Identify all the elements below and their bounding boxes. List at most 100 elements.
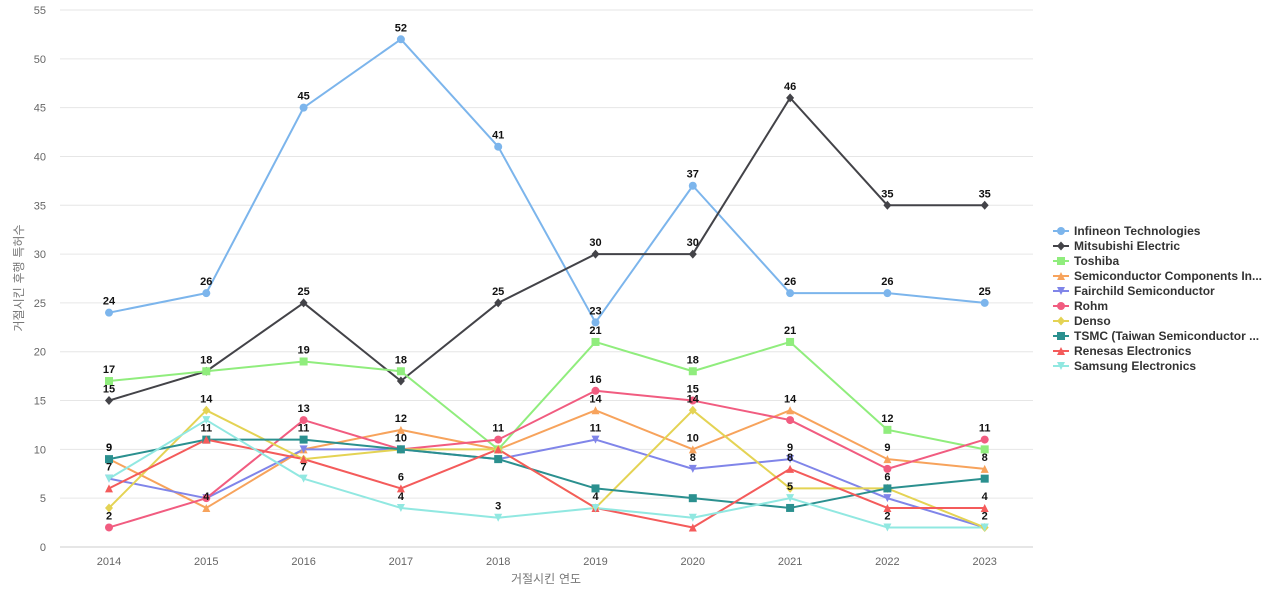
data-point[interactable] <box>396 35 405 44</box>
data-point[interactable] <box>786 483 795 493</box>
data-point[interactable] <box>786 503 795 512</box>
data-point[interactable] <box>105 377 113 386</box>
legend-item[interactable]: Denso <box>1053 314 1111 328</box>
data-point[interactable] <box>299 445 308 454</box>
data-point[interactable] <box>202 503 211 512</box>
legend-item[interactable]: Renesas Electronics <box>1053 344 1192 358</box>
data-point[interactable] <box>883 494 892 503</box>
data-point[interactable] <box>786 406 795 415</box>
data-point[interactable] <box>980 523 989 532</box>
data-point[interactable] <box>299 435 308 444</box>
data-point[interactable] <box>202 367 211 376</box>
data-point[interactable] <box>494 445 503 454</box>
legend-marker[interactable] <box>1057 257 1065 265</box>
data-point[interactable] <box>396 484 405 493</box>
data-point[interactable] <box>202 416 211 425</box>
data-point[interactable] <box>688 396 697 405</box>
data-point[interactable] <box>202 405 211 415</box>
data-point[interactable] <box>883 200 892 210</box>
data-point[interactable] <box>980 464 989 473</box>
data-point[interactable] <box>786 416 795 425</box>
data-point[interactable] <box>688 367 697 376</box>
data-point[interactable] <box>105 484 113 493</box>
data-point[interactable] <box>202 435 211 444</box>
data-point[interactable] <box>591 249 600 259</box>
data-point[interactable] <box>786 93 795 103</box>
data-point[interactable] <box>105 523 113 532</box>
data-point[interactable] <box>591 435 600 444</box>
data-point[interactable] <box>494 513 503 522</box>
data-point[interactable] <box>688 523 697 532</box>
data-point[interactable] <box>396 425 405 434</box>
data-point[interactable] <box>883 464 892 473</box>
legend-item[interactable]: Samsung Electronics <box>1053 359 1196 373</box>
data-point[interactable] <box>591 406 600 415</box>
legend-marker[interactable] <box>1057 332 1065 340</box>
data-point[interactable] <box>786 455 795 464</box>
data-point[interactable] <box>299 298 308 308</box>
data-point[interactable] <box>688 405 697 415</box>
legend-item[interactable]: Infineon Technologies <box>1053 224 1201 238</box>
legend-marker[interactable] <box>1057 347 1065 355</box>
legend-item[interactable]: TSMC (Taiwan Semiconductor ... <box>1053 329 1259 343</box>
data-point[interactable] <box>299 474 308 483</box>
legend-marker[interactable] <box>1057 272 1065 280</box>
data-point[interactable] <box>494 142 503 151</box>
data-point[interactable] <box>786 337 795 346</box>
data-point[interactable] <box>980 503 989 512</box>
legend-marker[interactable] <box>1057 316 1065 326</box>
data-point[interactable] <box>688 181 697 190</box>
data-point[interactable] <box>105 308 113 317</box>
legend-marker[interactable] <box>1057 287 1065 295</box>
legend-marker[interactable] <box>1057 302 1065 310</box>
data-point[interactable] <box>883 455 892 464</box>
data-point[interactable] <box>883 289 892 298</box>
legend-item[interactable]: Semiconductor Components In... <box>1053 269 1262 283</box>
legend-item[interactable]: Mitsubishi Electric <box>1053 239 1180 253</box>
data-point[interactable] <box>105 455 113 464</box>
legend-item[interactable]: Rohm <box>1053 299 1108 313</box>
data-point[interactable] <box>202 494 211 503</box>
data-point[interactable] <box>494 298 503 308</box>
data-point[interactable] <box>883 484 892 493</box>
data-point[interactable] <box>591 318 600 327</box>
data-point[interactable] <box>202 289 211 298</box>
data-point[interactable] <box>396 503 405 512</box>
data-point[interactable] <box>591 337 600 346</box>
data-point[interactable] <box>494 455 503 464</box>
legend-item[interactable]: Toshiba <box>1053 254 1119 268</box>
data-point[interactable] <box>105 396 113 406</box>
data-point[interactable] <box>883 503 892 512</box>
data-point[interactable] <box>105 474 113 483</box>
data-point[interactable] <box>786 494 795 503</box>
data-point[interactable] <box>786 289 795 298</box>
data-point[interactable] <box>688 249 697 259</box>
data-point[interactable] <box>980 445 989 454</box>
data-point[interactable] <box>105 503 113 513</box>
data-point[interactable] <box>883 523 892 532</box>
data-point[interactable] <box>688 445 697 454</box>
data-point[interactable] <box>980 298 989 307</box>
data-point[interactable] <box>980 435 989 444</box>
data-point[interactable] <box>591 386 600 395</box>
data-point[interactable] <box>494 435 503 444</box>
legend-marker[interactable] <box>1057 362 1065 370</box>
data-point[interactable] <box>396 376 405 386</box>
data-point[interactable] <box>591 503 600 512</box>
legend-marker[interactable] <box>1057 241 1065 251</box>
data-point[interactable] <box>980 474 989 483</box>
data-point[interactable] <box>688 494 697 503</box>
data-point[interactable] <box>688 513 697 522</box>
data-point[interactable] <box>591 484 600 493</box>
data-point[interactable] <box>688 464 697 473</box>
data-point[interactable] <box>299 416 308 425</box>
data-point[interactable] <box>786 464 795 473</box>
data-point[interactable] <box>883 425 892 434</box>
data-point[interactable] <box>299 103 308 112</box>
data-point[interactable] <box>299 357 308 366</box>
data-point[interactable] <box>299 455 308 464</box>
data-point[interactable] <box>396 367 405 376</box>
data-point[interactable] <box>396 445 405 454</box>
legend-marker[interactable] <box>1057 227 1065 235</box>
legend-item[interactable]: Fairchild Semiconductor <box>1053 284 1215 298</box>
